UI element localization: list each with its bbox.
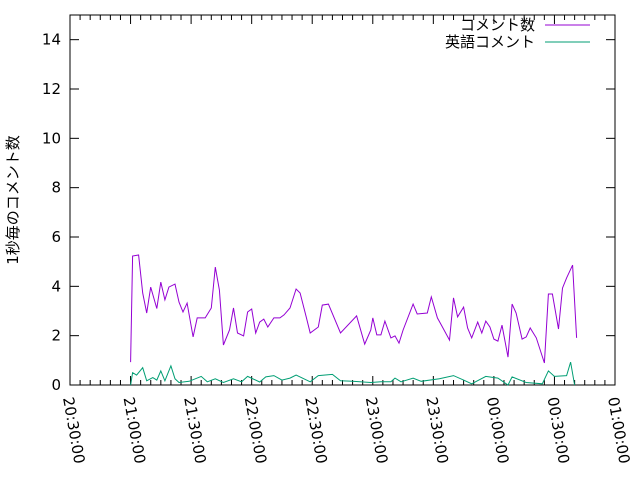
x-tick-label: 23:00:00	[362, 396, 391, 465]
x-tick-label: 21:30:00	[180, 396, 209, 465]
x-tick-label: 21:00:00	[120, 396, 149, 465]
y-tick-label: 12	[42, 80, 61, 98]
series-line-0	[131, 255, 577, 363]
y-tick-label: 14	[42, 31, 61, 49]
series-line-1	[131, 362, 575, 385]
x-tick-label: 00:00:00	[483, 396, 512, 465]
y-axis-label: 1秒毎のコメント数	[4, 135, 22, 265]
x-tick-label: 01:00:00	[604, 396, 633, 465]
x-tick-label: 20:30:00	[59, 396, 88, 465]
legend-label-0: コメント数	[460, 16, 535, 34]
y-tick-label: 8	[51, 179, 61, 197]
x-tick-label: 22:00:00	[241, 396, 270, 465]
x-tick-label: 00:30:00	[544, 396, 573, 465]
series-group	[131, 255, 577, 385]
x-tick-label: 23:30:00	[422, 396, 451, 465]
x-tick-label: 22:30:00	[301, 396, 330, 465]
y-tick-label: 4	[51, 277, 61, 295]
y-tick-label: 6	[51, 228, 61, 246]
y-tick-label: 2	[51, 327, 61, 345]
plot-border	[70, 15, 615, 385]
y-tick-label: 0	[51, 376, 61, 394]
axes: 0 2 4 6 8 10 12 14 20:30:00 21:00:00 21:30:00 22:00…	[42, 15, 634, 465]
y-tick-label: 10	[42, 129, 61, 147]
legend-label-1: 英語コメント	[445, 33, 535, 51]
